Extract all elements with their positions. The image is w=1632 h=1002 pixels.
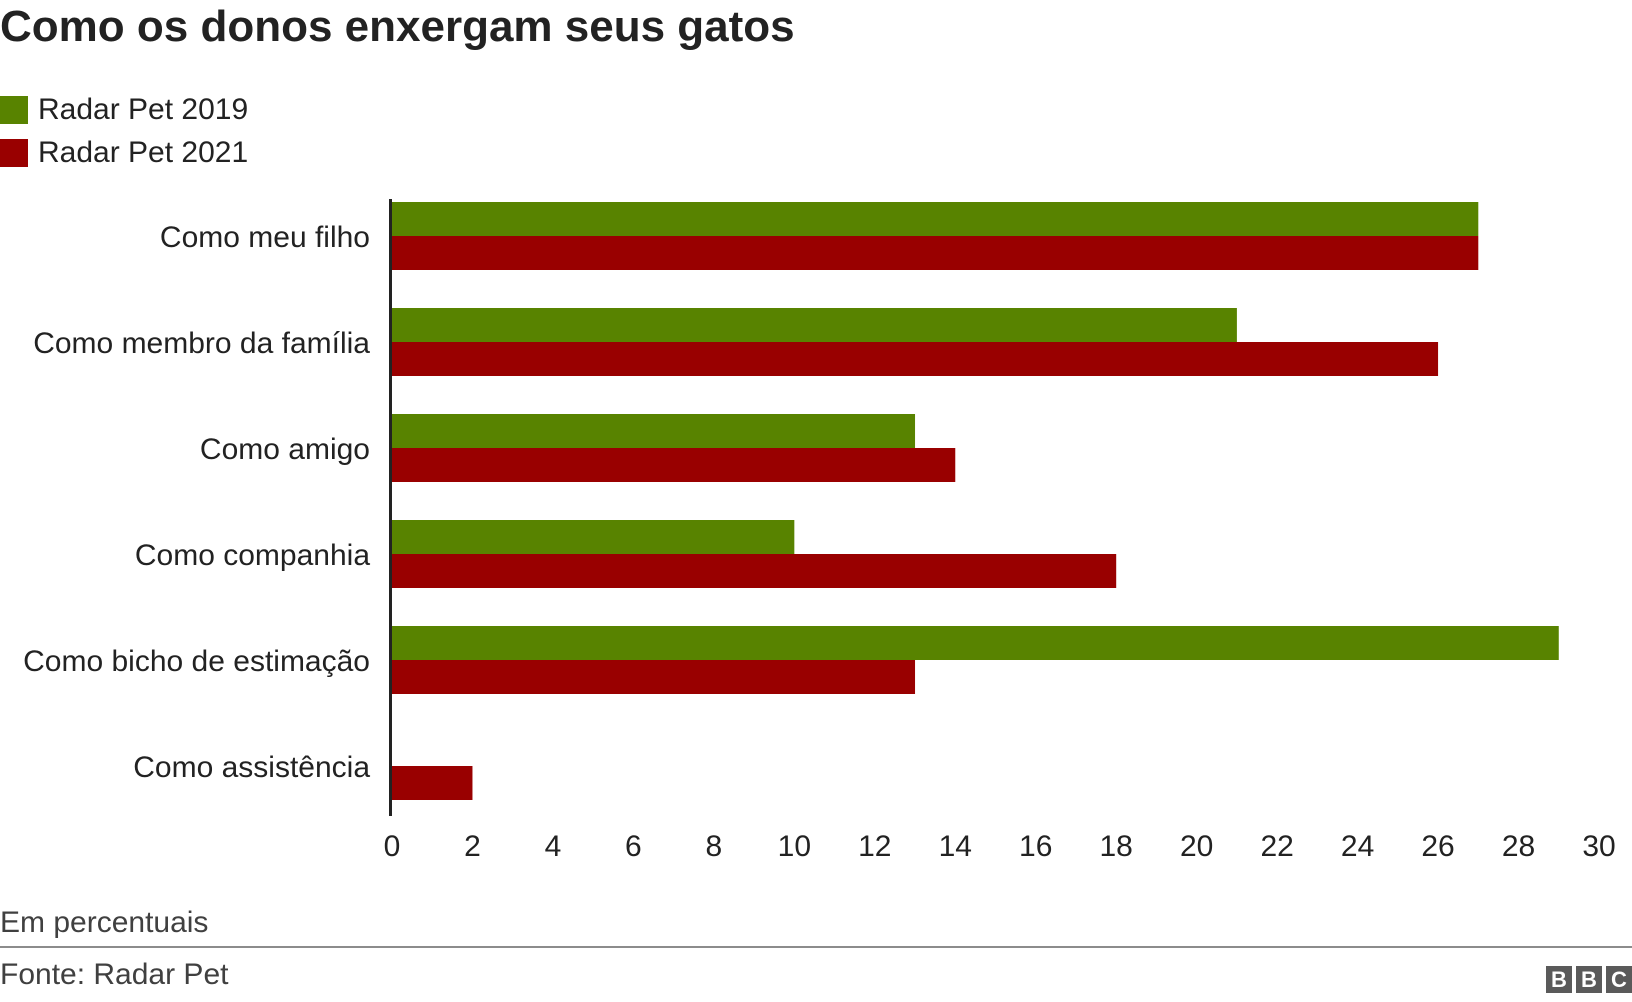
x-tick-label: 4 xyxy=(545,830,562,863)
legend-swatch-2019 xyxy=(0,95,28,124)
footer-divider xyxy=(0,946,1632,948)
bar-2019 xyxy=(392,414,916,448)
category-label: Como bicho de estimação xyxy=(23,645,370,678)
bar-2021 xyxy=(392,766,473,800)
bar-2019 xyxy=(392,308,1237,342)
x-tick-label: 26 xyxy=(1421,830,1454,863)
category-label: Como membro da família xyxy=(33,327,370,360)
x-tick-label: 30 xyxy=(1582,830,1615,863)
bar-2021 xyxy=(392,448,956,482)
bar-2019 xyxy=(392,520,795,554)
x-tick-label: 24 xyxy=(1341,830,1374,863)
bbc-logo: B B C xyxy=(1546,966,1632,993)
category-label: Como assistência xyxy=(133,751,370,784)
bar-2021 xyxy=(392,554,1117,588)
x-tick-label: 6 xyxy=(625,830,642,863)
units-note: Em percentuais xyxy=(0,906,209,939)
x-tick-label: 20 xyxy=(1180,830,1213,863)
legend-item-2021: Radar Pet 2021 xyxy=(0,131,248,174)
bbc-logo-letter: B xyxy=(1576,966,1602,993)
x-tick-label: 12 xyxy=(858,830,891,863)
chart-title: Como os donos enxergam seus gatos xyxy=(0,2,795,51)
x-tick-label: 14 xyxy=(939,830,972,863)
legend-swatch-2021 xyxy=(0,138,28,167)
x-tick-label: 28 xyxy=(1502,830,1535,863)
bar-2021 xyxy=(392,660,916,694)
category-label: Como amigo xyxy=(200,433,370,466)
source-text: Fonte: Radar Pet xyxy=(0,958,229,991)
legend: Radar Pet 2019 Radar Pet 2021 xyxy=(0,88,248,174)
x-tick-label: 8 xyxy=(706,830,723,863)
bar-chart: Como meu filho Como membro da família Como… xyxy=(23,199,1616,863)
bbc-logo-letter: C xyxy=(1606,966,1632,993)
bar-2021 xyxy=(392,236,1479,270)
bar-2019 xyxy=(392,202,1479,236)
x-tick-label: 18 xyxy=(1100,830,1133,863)
bar-2021 xyxy=(392,342,1439,376)
legend-label-2019: Radar Pet 2019 xyxy=(38,92,249,126)
bbc-logo-letter: B xyxy=(1546,966,1572,993)
x-tick-label: 0 xyxy=(384,830,401,863)
legend-label-2021: Radar Pet 2021 xyxy=(38,135,249,169)
x-tick-label: 22 xyxy=(1260,830,1293,863)
x-tick-label: 10 xyxy=(778,830,811,863)
x-tick-label: 2 xyxy=(464,830,481,863)
bar-2019 xyxy=(392,626,1559,660)
legend-item-2019: Radar Pet 2019 xyxy=(0,88,248,131)
x-tick-label: 16 xyxy=(1019,830,1052,863)
category-label: Como meu filho xyxy=(160,221,370,254)
category-label: Como companhia xyxy=(135,539,370,572)
